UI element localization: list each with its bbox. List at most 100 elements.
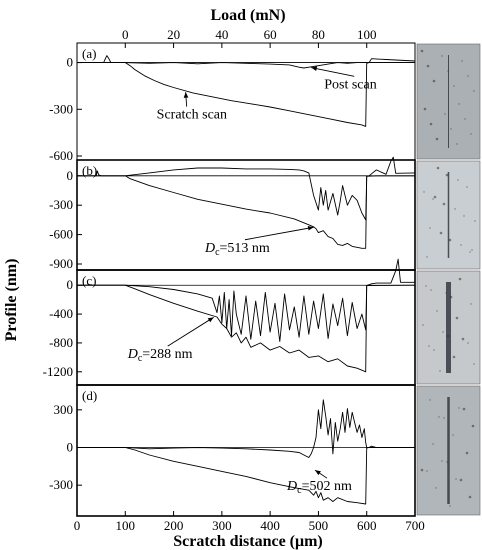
micrograph-scratch-track [448,55,449,148]
micrograph-debris [469,251,471,253]
micrograph-debris [426,470,428,472]
micrograph-debris [443,417,445,419]
bottom-x-axis: 0 100 200 300 400 500 600 700 [74,511,425,533]
micrograph-scratch-track [447,172,450,258]
micrograph-debris [438,416,440,418]
x-tick-label: 400 [260,518,280,533]
micrograph-scratch-track [446,282,451,373]
micrograph-debris [435,487,437,489]
micrograph-debris [449,505,451,507]
micrograph-debris [452,355,456,359]
top-tick-label: 20 [167,27,180,42]
micrograph-debris [468,495,472,499]
x-tick-label: 100 [116,518,136,533]
y-tick-label: -300 [49,101,73,116]
panel-frame [76,269,416,386]
micrograph-debris [436,310,438,312]
micrograph-debris [454,208,456,210]
micrograph-debris [446,461,448,463]
y-tick-label: -600 [49,148,73,163]
series-post-line [77,284,416,342]
y-tick-label: 0 [67,440,74,455]
panel-2: 0 -300 -600 -900 (b) Dc=513 nm [49,156,416,271]
x-tick-label: 500 [309,518,329,533]
micrograph-debris [455,478,457,480]
micrograph-debris [432,443,434,445]
panel-3: 0 -400 -800 -1200 (c) Dc=288 nm [43,258,416,386]
micrograph-debris [473,363,475,365]
y-tick-label: -1200 [43,364,73,379]
annotation-label: Dc=513 nm [204,241,270,258]
y-tick-label: -300 [49,477,73,492]
series-post-line [77,167,415,221]
annotation-arrow [311,67,355,77]
micrograph-debris [426,64,430,68]
micrograph-debris [439,231,443,235]
micrograph-debris [455,316,459,320]
micrograph-debris [422,324,424,326]
y-tick-label: -800 [49,335,73,350]
micrograph-debris [446,334,450,338]
micrograph-debris [433,195,437,199]
series-scratch-line [77,156,416,249]
micrograph-debris [465,451,469,455]
micrograph-debris [458,103,460,105]
micrograph-debris [474,220,476,222]
micrograph-debris [470,133,472,135]
annotation-arrowhead [311,66,318,71]
y-tick-label: 0 [67,55,74,70]
micrograph-3 [416,270,481,385]
micrograph-debris [444,113,446,115]
micrograph-debris [426,256,428,258]
micrograph-1 [416,43,481,160]
panel-letter: (a) [82,46,96,61]
series-scratch-line [77,445,415,505]
micrograph-2 [416,160,481,270]
micrograph-debris [448,238,452,242]
series-post-line [77,62,415,69]
annotation-label: Dc=502 nm [286,479,352,496]
micrograph-debris [423,191,425,193]
panel-letter: (b) [82,163,97,178]
annotation-arrowhead [207,317,214,323]
micrograph-debris [445,173,449,177]
micrograph-debris [467,75,469,77]
micrograph-debris [429,399,431,401]
x-tick-label: 300 [212,518,232,533]
y-tick-label: 0 [67,168,74,183]
micrograph-debris [430,289,432,291]
y-tick-label: -300 [49,197,73,212]
micrograph-debris [471,249,473,251]
micrograph-debris [432,79,436,83]
micrograph-debris [461,60,463,62]
micrograph-debris [433,349,435,351]
y-tick-label: -400 [49,306,73,321]
annotation-arrowhead [315,470,321,476]
x-tick-label: 600 [357,518,377,533]
micrograph-debris [470,303,472,305]
micrograph-debris [452,434,454,436]
micrograph-4 [416,385,481,516]
micrograph-debris [453,85,455,87]
panel-letter: (d) [82,388,97,403]
y-tick-label: -600 [49,227,73,242]
micrograph-debris [466,186,468,188]
top-axis-title: Load (mN) [210,7,285,24]
panel-4: 300 0 -300 (d) Dc=502 nm [49,384,416,517]
x-tick-label: 700 [405,518,425,533]
micrograph-debris [429,227,431,229]
micrograph-debris [429,122,433,126]
micrograph-debris [458,407,460,409]
annotation-arrow [167,316,214,347]
micrograph-debris [428,345,430,347]
micrograph-debris [449,295,453,299]
panel-letter: (c) [82,273,96,288]
top-load-axis: 0 20 40 60 80 100 [122,27,376,48]
micrograph-debris [450,128,452,130]
micrograph-debris [456,143,458,145]
top-tick-label: 100 [357,27,377,42]
y-tick-label: 0 [67,277,74,292]
annotation-arrowhead [183,92,189,98]
series-post-line [77,399,415,458]
